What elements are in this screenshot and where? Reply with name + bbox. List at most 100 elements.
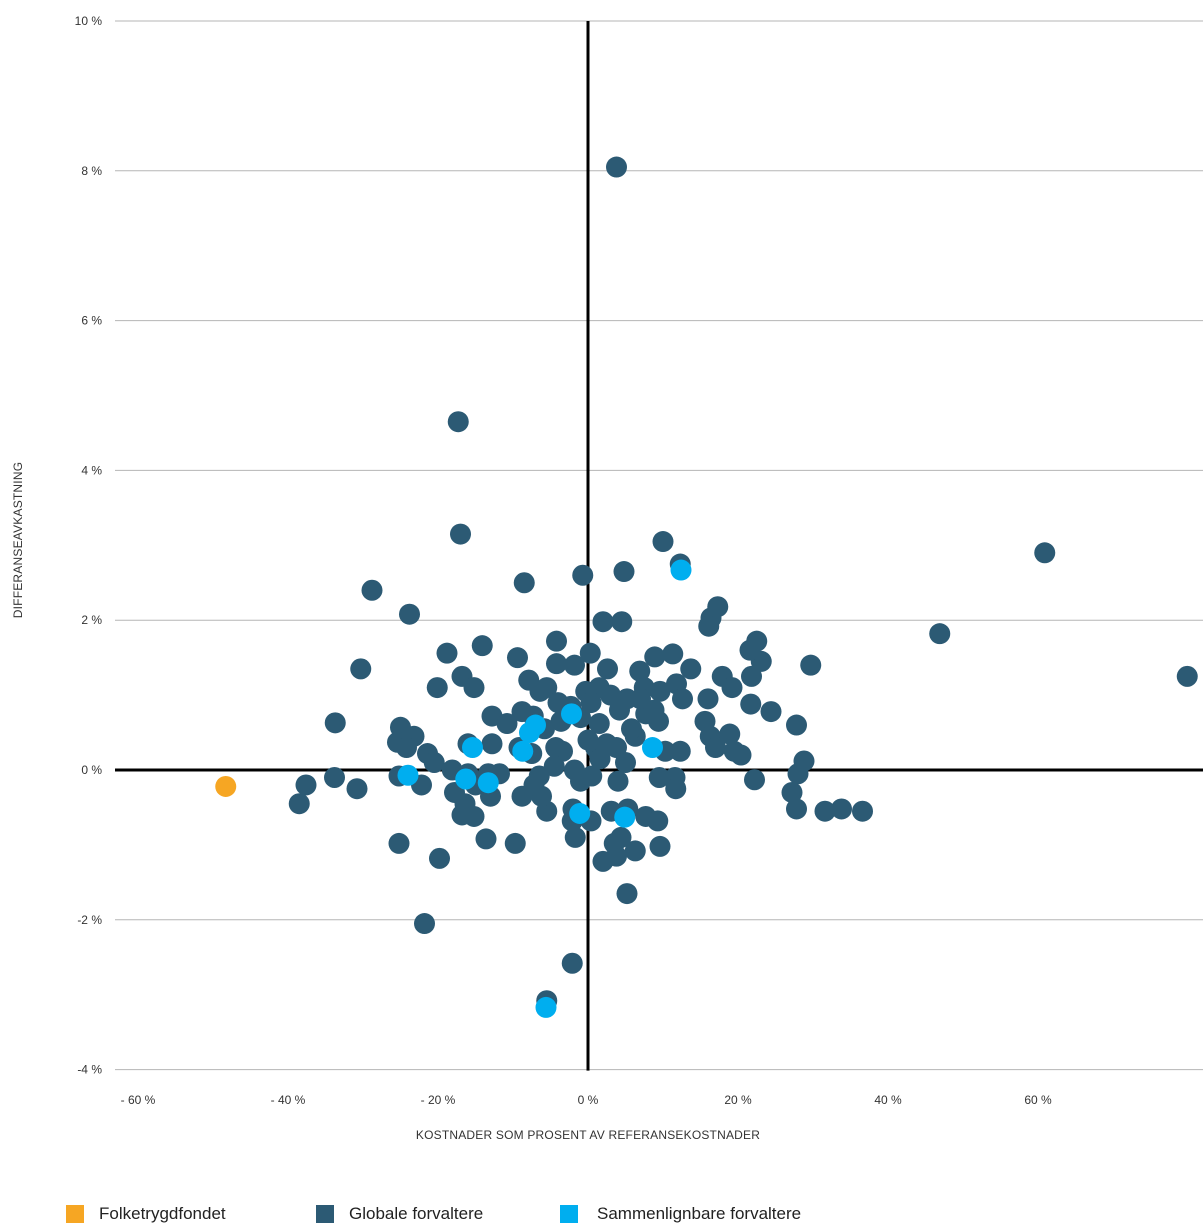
data-point bbox=[592, 611, 614, 633]
legend-swatch-sammenlignbare-forvaltere bbox=[560, 1205, 578, 1223]
data-point bbox=[350, 658, 372, 680]
data-point bbox=[698, 615, 720, 637]
data-point bbox=[580, 692, 602, 714]
data-point bbox=[648, 766, 670, 788]
data-point bbox=[546, 630, 567, 652]
y-tick-label: 10 % bbox=[75, 14, 103, 28]
x-tick-label: 60 % bbox=[1024, 1093, 1052, 1107]
data-point bbox=[288, 793, 310, 815]
y-tick-label: -2 % bbox=[77, 913, 102, 927]
data-point bbox=[397, 764, 419, 786]
legend-swatch-globale-forvaltere bbox=[316, 1205, 334, 1223]
data-point bbox=[852, 800, 873, 822]
series-sammenlignbare-forvaltere bbox=[397, 559, 692, 1018]
data-point bbox=[831, 798, 852, 820]
data-point bbox=[561, 952, 583, 974]
data-point bbox=[564, 826, 586, 848]
data-point bbox=[740, 693, 762, 715]
data-point bbox=[564, 654, 585, 676]
data-point bbox=[535, 996, 557, 1018]
data-point bbox=[616, 883, 638, 905]
legend-swatch-folketrygdfondet bbox=[66, 1205, 84, 1223]
data-point bbox=[662, 643, 684, 665]
y-tick-label: 2 % bbox=[81, 613, 102, 627]
data-point bbox=[588, 713, 610, 735]
y-tick-label: -4 % bbox=[77, 1063, 102, 1077]
data-point bbox=[519, 722, 540, 744]
data-point bbox=[800, 654, 822, 676]
data-point bbox=[295, 774, 317, 796]
data-point bbox=[629, 660, 651, 682]
data-point bbox=[649, 835, 671, 857]
data-point bbox=[613, 561, 635, 583]
data-point bbox=[644, 646, 666, 668]
data-point bbox=[496, 713, 518, 735]
data-point bbox=[462, 737, 483, 759]
data-point bbox=[579, 642, 601, 664]
data-point bbox=[607, 770, 629, 792]
data-point bbox=[741, 665, 762, 687]
y-tick-labels: 10 % 8 % 6 % 4 % 2 % 0 % -2 % -4 % bbox=[75, 14, 103, 1077]
data-point bbox=[1176, 665, 1198, 687]
data-point bbox=[787, 763, 809, 785]
data-point bbox=[423, 752, 445, 774]
data-point bbox=[814, 800, 836, 822]
data-point bbox=[642, 737, 663, 759]
data-point bbox=[215, 775, 237, 797]
x-tick-label: - 20 % bbox=[421, 1093, 456, 1107]
data-point bbox=[611, 611, 633, 633]
data-point bbox=[572, 564, 594, 586]
legend-item-globale-forvaltere: Globale forvaltere bbox=[316, 1204, 560, 1224]
data-point bbox=[739, 639, 761, 661]
series-globale-forvaltere bbox=[288, 156, 1198, 1012]
legend-label-globale-forvaltere: Globale forvaltere bbox=[349, 1204, 484, 1223]
data-point bbox=[511, 785, 533, 807]
data-point bbox=[609, 699, 630, 721]
data-point bbox=[929, 623, 951, 645]
x-axis-title: KOSTNADER SOM PROSENT AV REFERANSEKOSTNA… bbox=[416, 1128, 760, 1142]
y-axis-title: DIFFERANSEAVKASTNING bbox=[11, 462, 25, 618]
y-tick-label: 4 % bbox=[81, 463, 102, 477]
data-point bbox=[399, 603, 420, 625]
data-point bbox=[670, 559, 692, 581]
data-point bbox=[669, 740, 691, 762]
data-point bbox=[361, 579, 383, 601]
gridlines bbox=[115, 20, 1203, 1071]
data-point bbox=[536, 677, 558, 699]
x-tick-label: 40 % bbox=[874, 1093, 902, 1107]
series-folketrygdfondet bbox=[215, 775, 237, 797]
data-point bbox=[463, 805, 485, 827]
data-point bbox=[414, 913, 435, 935]
legend-item-folketrygdfondet: Folketrygdfondet bbox=[66, 1204, 316, 1224]
x-tick-label: 20 % bbox=[724, 1093, 752, 1107]
data-point bbox=[649, 680, 671, 702]
data-point bbox=[324, 712, 346, 734]
data-point bbox=[546, 653, 567, 675]
data-point bbox=[652, 531, 674, 553]
data-point bbox=[471, 635, 493, 657]
data-point bbox=[621, 718, 642, 740]
data-point bbox=[436, 642, 458, 664]
y-tick-label: 8 % bbox=[81, 164, 102, 178]
data-point bbox=[614, 806, 636, 828]
data-point bbox=[475, 828, 497, 850]
y-tick-label: 0 % bbox=[81, 763, 102, 777]
data-point bbox=[429, 847, 450, 869]
x-tick-label: 0 % bbox=[578, 1093, 599, 1107]
data-point bbox=[504, 832, 526, 854]
x-tick-labels: - 60 % - 40 % - 20 % 0 % 20 % 40 % 60 % bbox=[121, 1093, 1052, 1107]
x-tick-label: - 60 % bbox=[121, 1093, 156, 1107]
legend: Folketrygdfondet Globale forvaltere Samm… bbox=[66, 1204, 801, 1224]
data-point bbox=[346, 778, 368, 800]
data-point bbox=[512, 740, 534, 762]
data-point bbox=[561, 703, 582, 725]
data-point bbox=[697, 688, 719, 710]
data-point bbox=[786, 714, 807, 736]
data-point bbox=[597, 658, 618, 680]
data-point bbox=[513, 572, 535, 594]
data-point bbox=[543, 755, 565, 777]
data-point bbox=[647, 810, 669, 832]
data-point bbox=[450, 523, 471, 545]
data-point bbox=[324, 766, 345, 788]
